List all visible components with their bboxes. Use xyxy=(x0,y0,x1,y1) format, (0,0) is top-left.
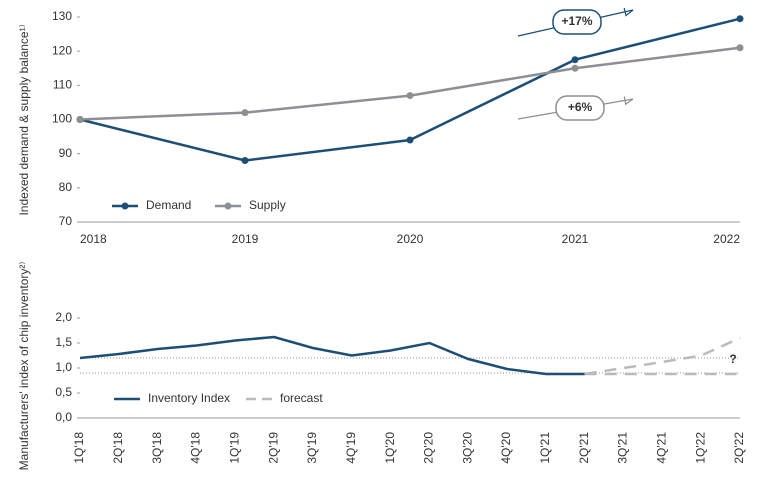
x-tick-label: 2019 xyxy=(232,232,259,246)
x-tick-label: 2Q'21 xyxy=(577,432,591,464)
data-point xyxy=(571,64,579,72)
series-line xyxy=(584,336,741,376)
y-tick-label: 100 xyxy=(52,112,72,126)
data-point xyxy=(571,56,579,64)
y-tick-label: 70 xyxy=(59,214,73,228)
arrow-head xyxy=(623,96,634,106)
x-tick-label: 2Q'22 xyxy=(732,432,746,464)
legend-label: Inventory Index xyxy=(148,391,230,405)
annotation-box xyxy=(552,9,602,35)
x-tick-label: 2Q'18 xyxy=(111,432,125,464)
legend-label: Supply xyxy=(249,198,286,212)
data-point xyxy=(736,15,744,23)
x-tick-label: 3Q'20 xyxy=(460,432,474,464)
legend-marker xyxy=(121,202,129,210)
legend-marker xyxy=(224,202,232,210)
x-tick-label: 2022 xyxy=(713,232,740,246)
x-tick-label: 1Q'20 xyxy=(383,432,397,464)
y-tick-label: 110 xyxy=(53,78,72,92)
annotation: +17% xyxy=(561,14,592,28)
series-line xyxy=(79,46,741,121)
data-point xyxy=(241,157,249,164)
x-tick-label: 1Q'19 xyxy=(227,432,241,464)
y-axis-label: Indexed demand & supply balance¹⁾ xyxy=(17,24,31,215)
y-tick-label: 90 xyxy=(59,146,73,160)
x-tick-label: 1Q'22 xyxy=(693,432,707,464)
y-tick-label: 0,0 xyxy=(55,410,72,424)
y-tick-label: 120 xyxy=(52,43,72,57)
x-tick-label: 3Q'19 xyxy=(305,432,319,464)
annotation-box xyxy=(555,95,605,121)
annotation: ? xyxy=(729,352,736,366)
y-tick-label: 0,5 xyxy=(55,385,72,399)
x-tick-label: 2020 xyxy=(397,232,424,246)
y-tick-label: 2,0 xyxy=(55,310,72,324)
annotation: +6% xyxy=(568,100,593,114)
x-tick-label: 4Q'20 xyxy=(499,432,513,464)
data-point xyxy=(736,44,744,52)
x-tick-label: 2Q'20 xyxy=(422,432,436,464)
x-tick-label: 3Q'21 xyxy=(616,432,630,464)
x-tick-label: 3Q'18 xyxy=(150,432,164,464)
x-tick-label: 1Q'18 xyxy=(72,432,86,464)
y-axis-label: Manufacturers' index of chip inventory²⁾ xyxy=(17,262,31,471)
y-tick-label: 1,5 xyxy=(55,335,72,349)
data-point xyxy=(406,136,414,144)
x-tick-label: 4Q'21 xyxy=(655,432,669,464)
arrow-head xyxy=(623,7,634,17)
data-point xyxy=(76,116,84,123)
x-tick-label: 4Q'19 xyxy=(344,432,358,464)
data-point xyxy=(406,92,414,100)
data-point xyxy=(241,109,249,117)
x-tick-label: 2Q'19 xyxy=(266,432,280,464)
x-tick-label: 2021 xyxy=(562,232,589,246)
y-tick-label: 80 xyxy=(59,180,73,194)
x-tick-label: 4Q'18 xyxy=(189,432,203,464)
y-tick-label: 1,0 xyxy=(55,360,72,374)
x-tick-label: 2018 xyxy=(80,232,107,246)
x-tick-label: 1Q'21 xyxy=(538,432,552,464)
series-line xyxy=(79,335,585,376)
y-tick-label: 130 xyxy=(52,9,72,23)
legend-label: forecast xyxy=(280,391,323,405)
legend-label: Demand xyxy=(146,198,191,212)
